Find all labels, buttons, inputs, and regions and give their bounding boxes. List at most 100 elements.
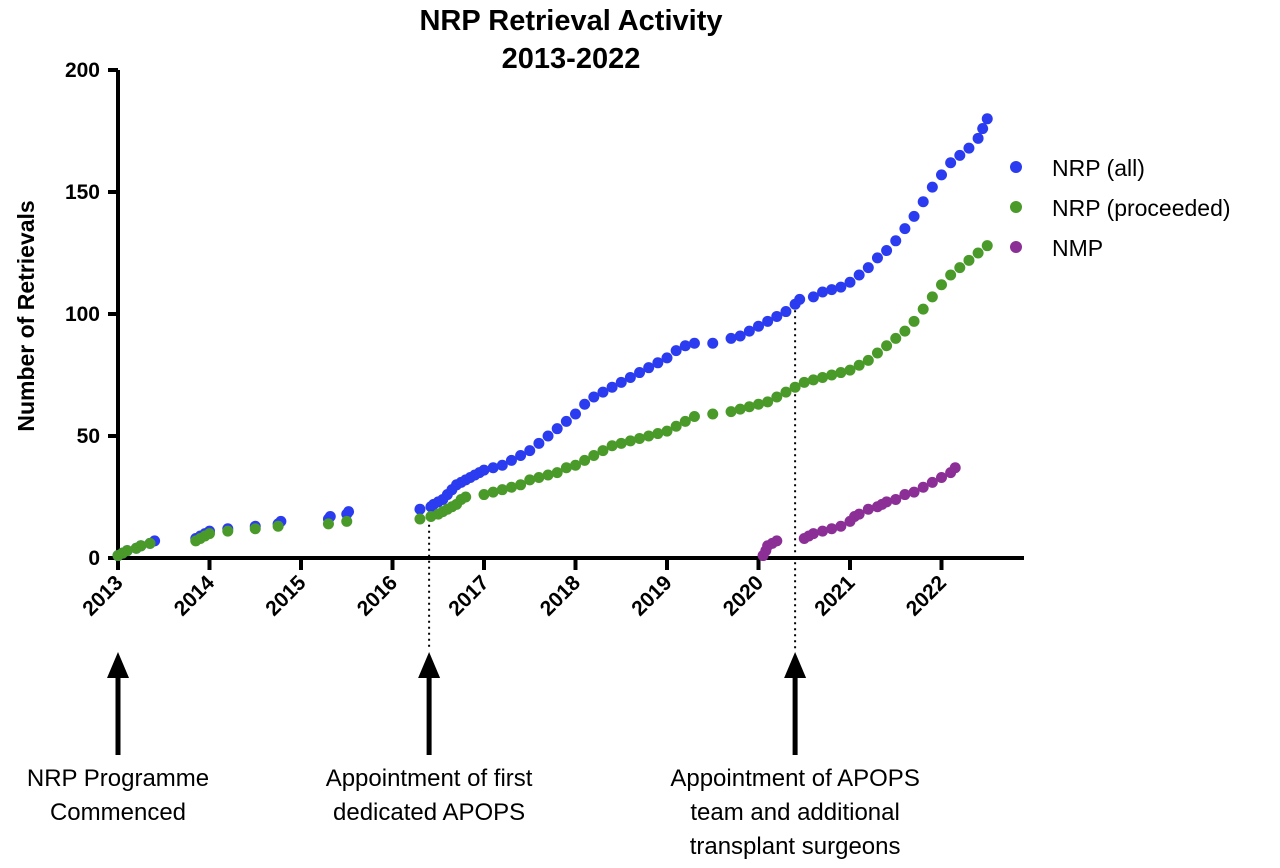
point-nrp-proceeded bbox=[670, 420, 682, 432]
point-nrp-all bbox=[963, 142, 975, 154]
point-nrp-all bbox=[890, 235, 902, 247]
point-nrp-proceeded bbox=[460, 491, 472, 503]
point-nrp-proceeded bbox=[945, 269, 957, 281]
point-nrp-proceeded bbox=[222, 525, 234, 537]
point-nrp-proceeded bbox=[871, 347, 883, 359]
point-nrp-all bbox=[945, 157, 957, 169]
point-nrp-proceeded bbox=[542, 469, 554, 481]
annotation-arrow-head bbox=[784, 652, 807, 678]
point-nrp-all bbox=[343, 506, 355, 518]
y-tick-label: 100 bbox=[65, 303, 100, 326]
point-nmp bbox=[917, 481, 929, 493]
point-nrp-proceeded bbox=[272, 520, 284, 532]
point-nrp-proceeded bbox=[725, 406, 737, 418]
point-nrp-all bbox=[478, 464, 490, 476]
point-nrp-proceeded bbox=[487, 486, 499, 498]
legend: NRP (all) NRP (proceeded) NMP bbox=[1010, 155, 1231, 261]
point-nrp-proceeded bbox=[588, 450, 600, 462]
point-nmp bbox=[899, 489, 911, 501]
point-nrp-all bbox=[835, 281, 847, 293]
chart-title-line-2: 2013-2022 bbox=[502, 43, 641, 75]
point-nrp-all bbox=[917, 196, 929, 208]
annotation-arrow-head bbox=[418, 652, 441, 678]
annotation-text: team and additional bbox=[690, 799, 899, 826]
point-nrp-all bbox=[780, 306, 792, 318]
annotation-text: Appointment of first bbox=[326, 765, 533, 792]
legend-label: NMP bbox=[1052, 235, 1103, 261]
point-nmp bbox=[835, 520, 847, 532]
point-nrp-all bbox=[670, 345, 682, 357]
point-nrp-all bbox=[844, 276, 856, 288]
point-nrp-proceeded bbox=[835, 367, 847, 379]
point-nrp-proceeded bbox=[597, 445, 609, 457]
legend-label: NRP (all) bbox=[1052, 155, 1145, 181]
point-nrp-all bbox=[853, 269, 865, 281]
point-nrp-all bbox=[926, 181, 938, 193]
point-nrp-all bbox=[579, 398, 591, 410]
point-nrp-proceeded bbox=[981, 240, 993, 252]
point-nrp-all bbox=[807, 291, 819, 303]
chart-title-line-1: NRP Retrieval Activity bbox=[419, 5, 722, 37]
point-nrp-proceeded bbox=[606, 440, 618, 452]
point-nrp-proceeded bbox=[798, 376, 810, 388]
annotation-text: Commenced bbox=[50, 799, 186, 826]
point-nrp-all bbox=[652, 357, 664, 369]
x-tick-label: 2021 bbox=[810, 571, 860, 621]
point-nrp-all bbox=[560, 415, 572, 427]
point-nrp-all bbox=[771, 310, 783, 322]
point-nrp-proceeded bbox=[478, 489, 490, 501]
x-tick-label: 2017 bbox=[444, 571, 493, 620]
legend-marker bbox=[1010, 161, 1022, 173]
legend-label: NRP (proceeded) bbox=[1052, 195, 1231, 221]
x-tick-label: 2013 bbox=[78, 571, 127, 620]
point-nrp-proceeded bbox=[963, 254, 975, 266]
point-nrp-proceeded bbox=[789, 381, 801, 393]
point-nrp-all bbox=[615, 376, 627, 388]
point-nrp-proceeded bbox=[570, 459, 581, 471]
point-nmp bbox=[817, 525, 829, 537]
point-nrp-all bbox=[862, 262, 874, 274]
point-nrp-proceeded bbox=[762, 396, 774, 408]
point-nrp-proceeded bbox=[688, 410, 700, 422]
point-nrp-all bbox=[606, 381, 618, 393]
annotations: NRP Programme Commenced Appointment of fir… bbox=[27, 652, 920, 860]
point-nrp-all bbox=[734, 330, 746, 342]
point-nrp-proceeded bbox=[615, 437, 627, 449]
point-nrp-proceeded bbox=[551, 467, 563, 479]
point-nmp bbox=[807, 528, 819, 540]
point-nrp-proceeded bbox=[881, 340, 893, 352]
point-nrp-all bbox=[794, 293, 806, 305]
x-ticks: 2013 2014 2015 2016 2017 2018 2019 2020 2021 2022 bbox=[78, 558, 951, 621]
point-nrp-proceeded bbox=[505, 481, 517, 493]
point-nrp-proceeded bbox=[661, 425, 673, 437]
point-nrp-proceeded bbox=[972, 247, 984, 259]
point-nrp-proceeded bbox=[634, 432, 646, 444]
point-nrp-all bbox=[570, 408, 581, 420]
point-nrp-all bbox=[977, 123, 989, 135]
point-nrp-all bbox=[643, 362, 655, 374]
point-nrp-proceeded bbox=[917, 303, 929, 315]
point-nrp-proceeded bbox=[936, 279, 947, 291]
y-tick-label: 150 bbox=[65, 181, 100, 204]
annotation-text: dedicated APOPS bbox=[333, 799, 525, 826]
point-nrp-all bbox=[542, 430, 554, 442]
x-tick-label: 2020 bbox=[719, 571, 768, 620]
y-tick-label: 0 bbox=[88, 547, 100, 570]
point-nrp-proceeded bbox=[322, 518, 334, 530]
point-nrp-all bbox=[624, 371, 636, 383]
x-tick-label: 2016 bbox=[353, 571, 402, 620]
point-nrp-all bbox=[725, 332, 737, 344]
point-nrp-proceeded bbox=[954, 262, 966, 274]
point-nrp-all bbox=[908, 210, 920, 222]
point-nmp bbox=[908, 486, 920, 498]
x-tick-label: 2022 bbox=[902, 571, 951, 620]
point-nrp-proceeded bbox=[890, 332, 902, 344]
point-nmp bbox=[853, 508, 865, 520]
point-nrp-all bbox=[936, 169, 947, 181]
x-tick-label: 2019 bbox=[627, 571, 676, 620]
point-nrp-all bbox=[597, 386, 609, 398]
annotation-text: transplant surgeons bbox=[690, 833, 901, 860]
x-tick-label: 2015 bbox=[261, 571, 311, 621]
point-nrp-all bbox=[505, 454, 517, 466]
